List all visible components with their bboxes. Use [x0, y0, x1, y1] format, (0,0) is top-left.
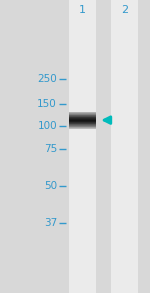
Bar — [69, 126, 96, 127]
Text: 250: 250 — [37, 74, 57, 84]
Bar — [69, 117, 96, 118]
Text: 150: 150 — [37, 99, 57, 109]
Bar — [69, 112, 96, 113]
Bar — [69, 123, 96, 124]
Bar — [69, 113, 96, 114]
Text: 75: 75 — [44, 144, 57, 154]
Text: 1: 1 — [79, 5, 86, 15]
Bar — [69, 118, 96, 119]
Bar — [69, 123, 96, 124]
Bar — [69, 113, 96, 114]
Bar — [69, 115, 96, 116]
Bar — [69, 122, 96, 123]
Bar — [69, 119, 96, 120]
Bar — [69, 118, 96, 119]
Text: 100: 100 — [37, 121, 57, 131]
Bar — [69, 117, 96, 118]
Bar — [69, 125, 96, 126]
Bar — [69, 124, 96, 125]
Bar — [69, 127, 96, 128]
Bar — [69, 115, 96, 116]
Bar — [69, 116, 96, 117]
Bar — [69, 120, 96, 121]
Bar — [69, 114, 96, 115]
Bar — [111, 0, 138, 293]
Bar — [69, 128, 96, 129]
Text: 2: 2 — [121, 5, 128, 15]
Bar — [69, 127, 96, 128]
Bar — [69, 125, 96, 126]
Text: 37: 37 — [44, 218, 57, 228]
Bar — [69, 122, 96, 123]
Bar — [69, 114, 96, 115]
Bar — [69, 0, 96, 293]
Bar — [69, 121, 96, 122]
Bar — [69, 116, 96, 117]
Text: 50: 50 — [44, 181, 57, 191]
Bar — [69, 120, 96, 121]
